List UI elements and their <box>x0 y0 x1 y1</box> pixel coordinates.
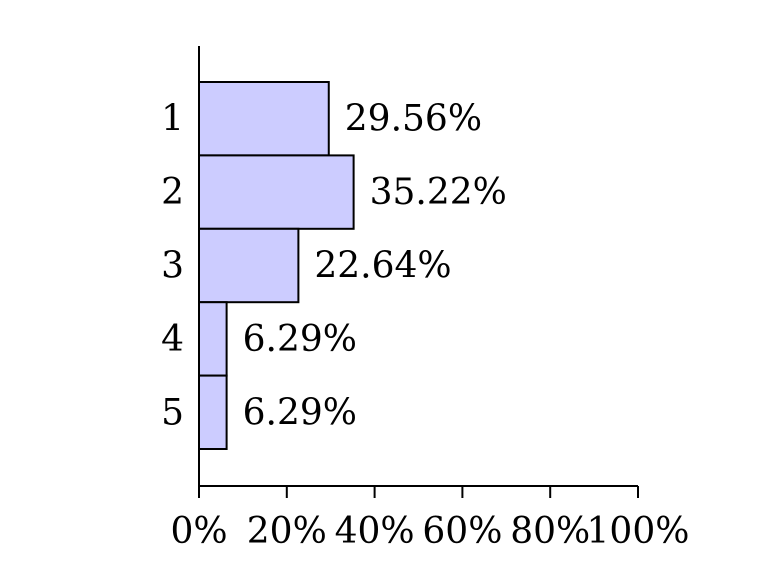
value-label-3: 22.64% <box>314 246 451 287</box>
category-label-3: 3 <box>161 246 184 287</box>
x-tick-label: 80% <box>510 511 590 552</box>
category-label-4: 4 <box>161 319 184 360</box>
x-tick-label: 40% <box>335 511 415 552</box>
value-label-5: 6.29% <box>243 392 357 433</box>
bar-5 <box>198 374 228 451</box>
x-tick-label: 100% <box>587 511 690 552</box>
value-label-2: 35.22% <box>370 172 507 213</box>
x-ticks-group: 0% 20% 40% 60% 80%100% <box>170 486 689 552</box>
value-label-4: 6.29% <box>243 319 357 360</box>
category-label-1: 1 <box>161 99 184 140</box>
category-label-2: 2 <box>161 172 184 213</box>
bars-group <box>198 81 355 451</box>
bar-1 <box>198 81 330 157</box>
value-label-1: 29.56% <box>345 99 482 140</box>
category-labels-group: 1 2 3 4 5 <box>161 99 184 434</box>
x-tick-label: 60% <box>422 511 502 552</box>
category-label-5: 5 <box>161 392 184 433</box>
x-tick-label: 20% <box>247 511 327 552</box>
bar-4 <box>198 301 228 377</box>
bar-2 <box>198 154 355 230</box>
bar-3 <box>198 227 300 304</box>
value-labels-group: 29.56% 35.22% 22.64% 6.29% 6.29% <box>243 99 507 434</box>
x-tick-label: 0% <box>170 511 227 552</box>
